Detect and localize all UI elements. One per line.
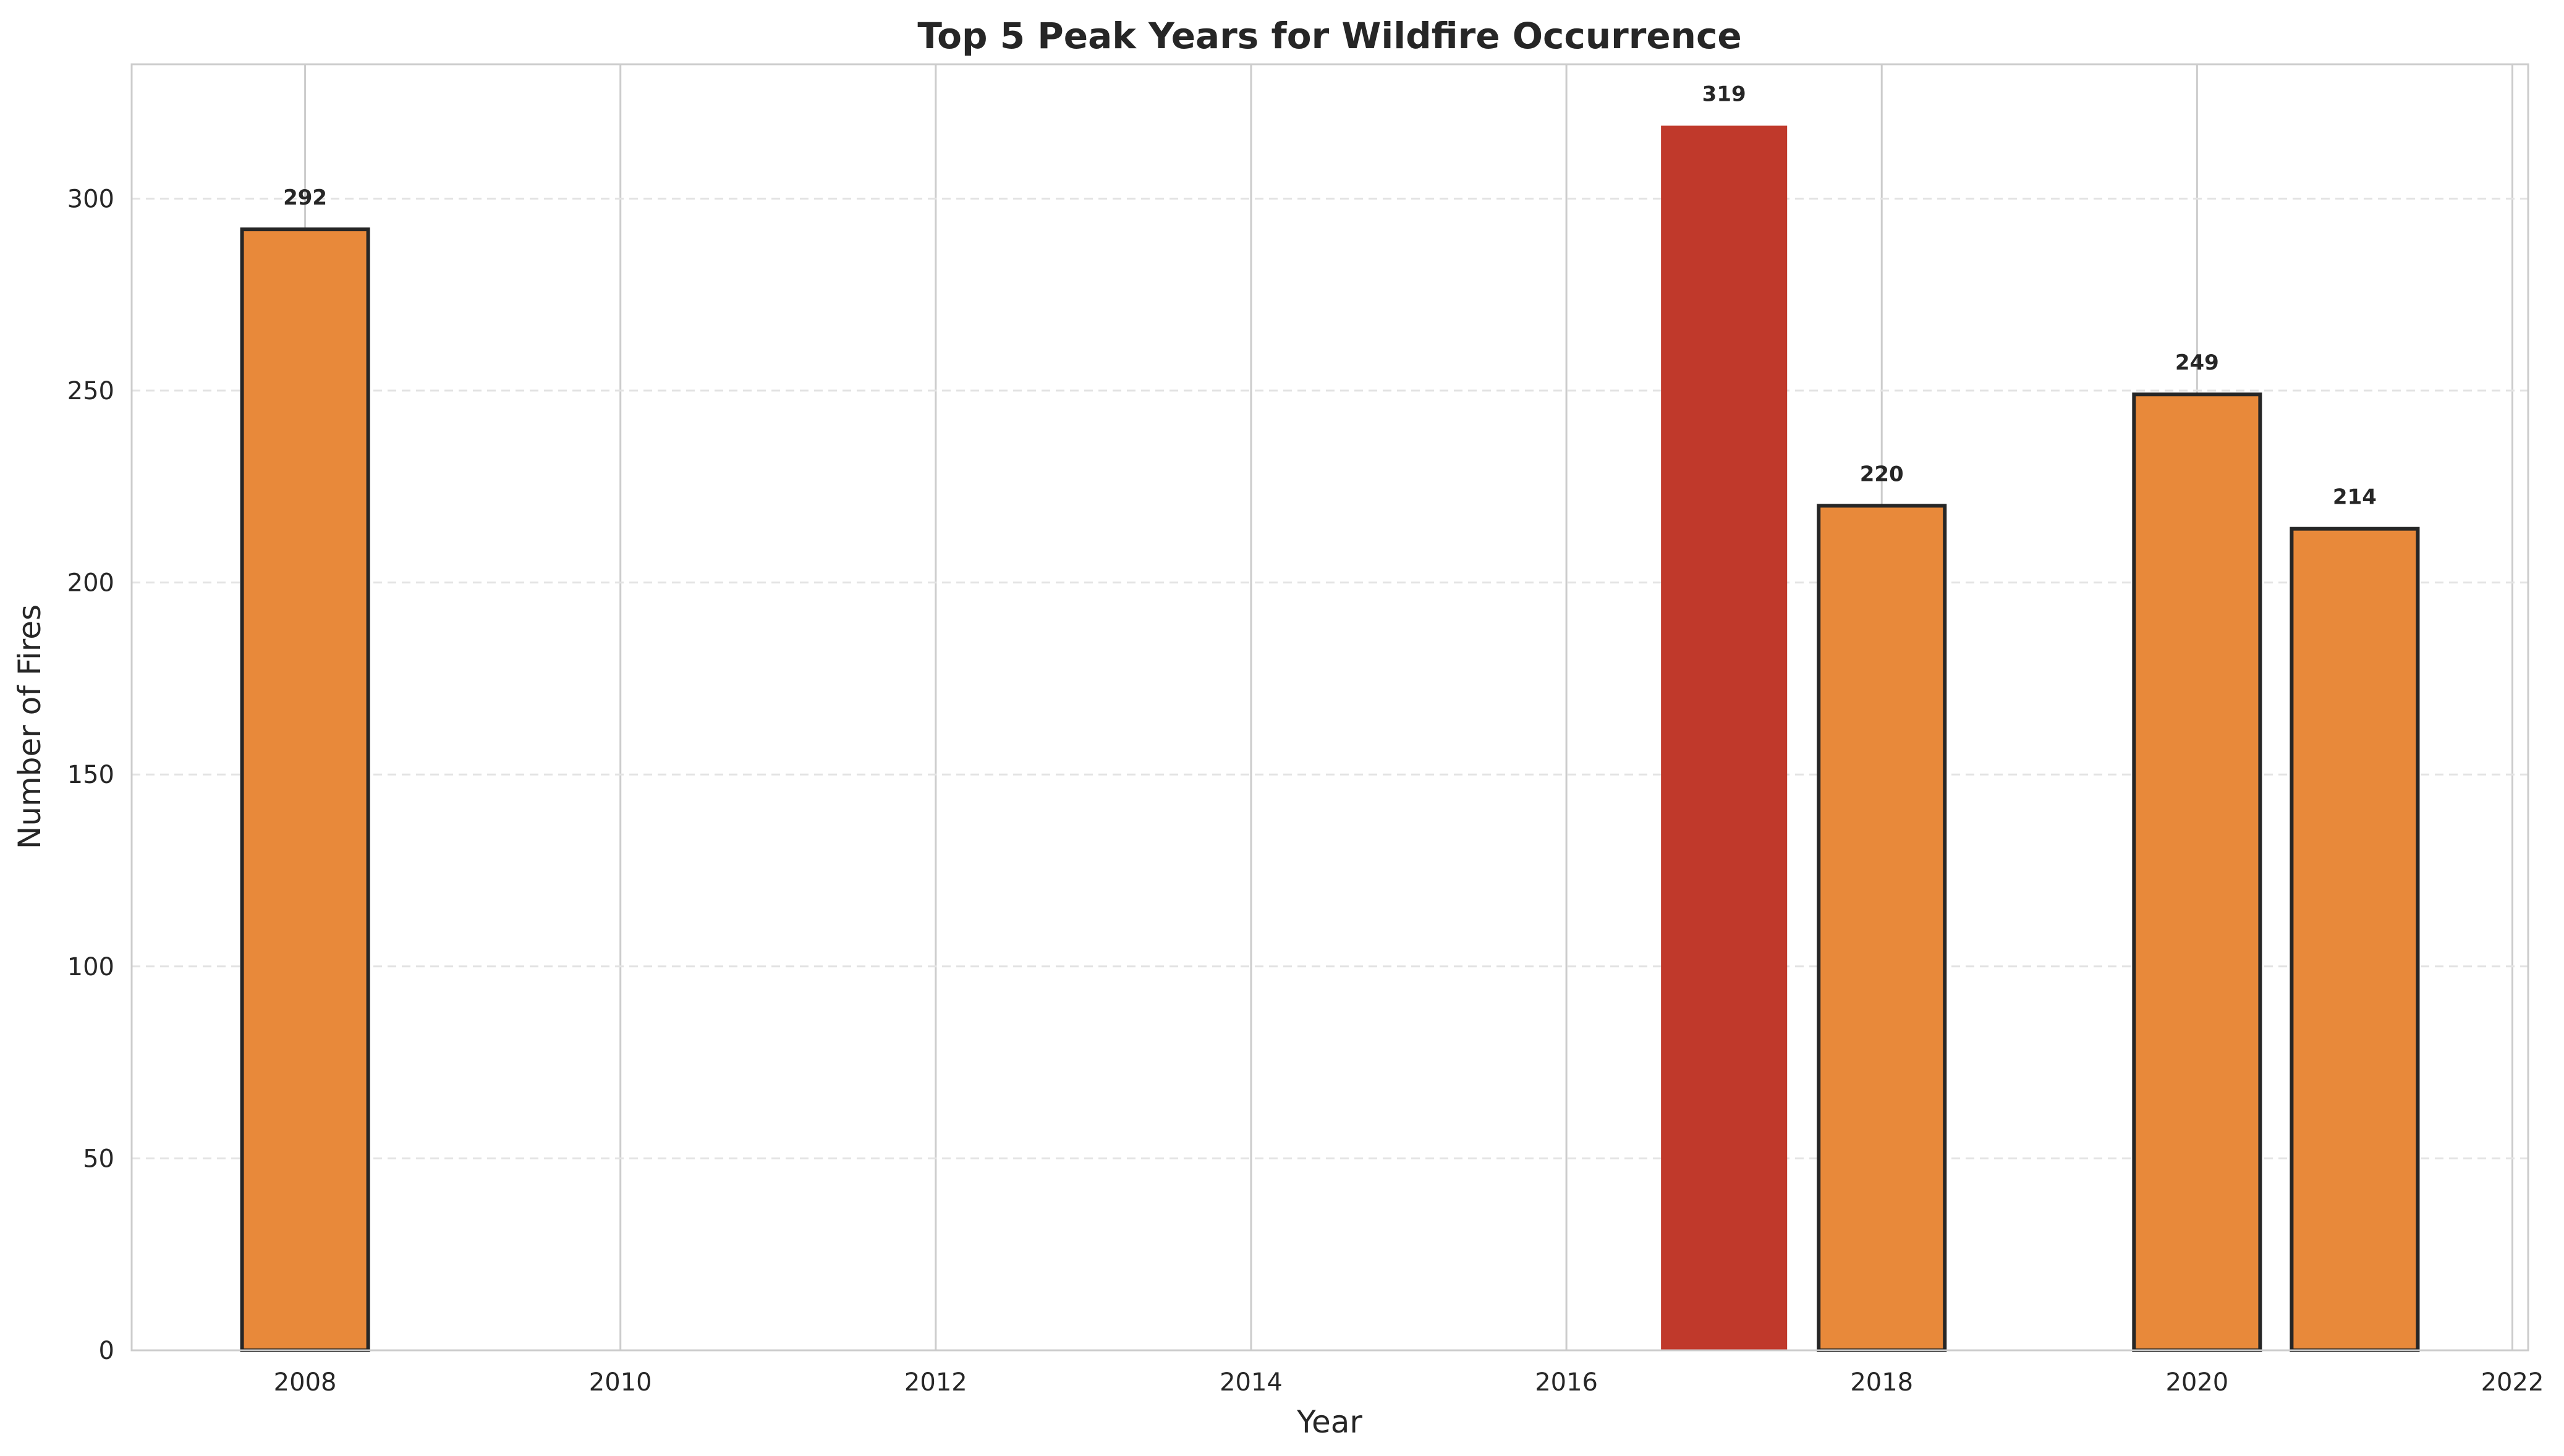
data-label-2017: 319: [1702, 82, 1746, 106]
data-label-2021: 214: [2333, 485, 2377, 510]
bar-2021: [2290, 527, 2420, 1352]
bars-layer: [240, 125, 2420, 1353]
y-tick-label-300: 300: [67, 185, 114, 213]
x-tick-label-2016: 2016: [1535, 1368, 1598, 1397]
x-tick-label-2008: 2008: [274, 1368, 337, 1397]
x-tick-label-2020: 2020: [2165, 1368, 2228, 1397]
x-tick-label-2018: 2018: [1850, 1368, 1913, 1397]
x-tick-label-2012: 2012: [904, 1368, 967, 1397]
ticks-layer: 2008 2010 2012 2014 2016 2018 2020 2022 0 50 100 15…: [67, 185, 2544, 1397]
bar-2020: [2132, 392, 2262, 1353]
y-tick-label-50: 50: [83, 1145, 114, 1173]
x-tick-label-2014: 2014: [1220, 1368, 1283, 1397]
data-label-2020: 249: [2175, 350, 2219, 375]
x-tick-label-2022: 2022: [2481, 1368, 2544, 1397]
y-axis-label: Number of Fires: [12, 604, 48, 849]
plot-frame: [130, 63, 2529, 1352]
y-tick-label-200: 200: [67, 569, 114, 598]
data-label-2008: 292: [283, 185, 327, 210]
x-axis-label: Year: [1296, 1404, 1362, 1440]
y-tick-label-150: 150: [67, 761, 114, 789]
y-tick-label-0: 0: [99, 1337, 114, 1365]
x-tick-label-2010: 2010: [589, 1368, 652, 1397]
y-tick-label-100: 100: [67, 953, 114, 981]
bar-2018: [1817, 504, 1947, 1352]
data-labels-layer: 292 319 220 249 214: [283, 82, 2377, 509]
y-tick-label-250: 250: [67, 377, 114, 405]
bar-2008: [240, 227, 370, 1353]
data-label-2018: 220: [1860, 462, 1904, 486]
chart-title: Top 5 Peak Years for Wildfire Occurrence: [917, 15, 1741, 57]
bar-2017: [1661, 125, 1788, 1350]
